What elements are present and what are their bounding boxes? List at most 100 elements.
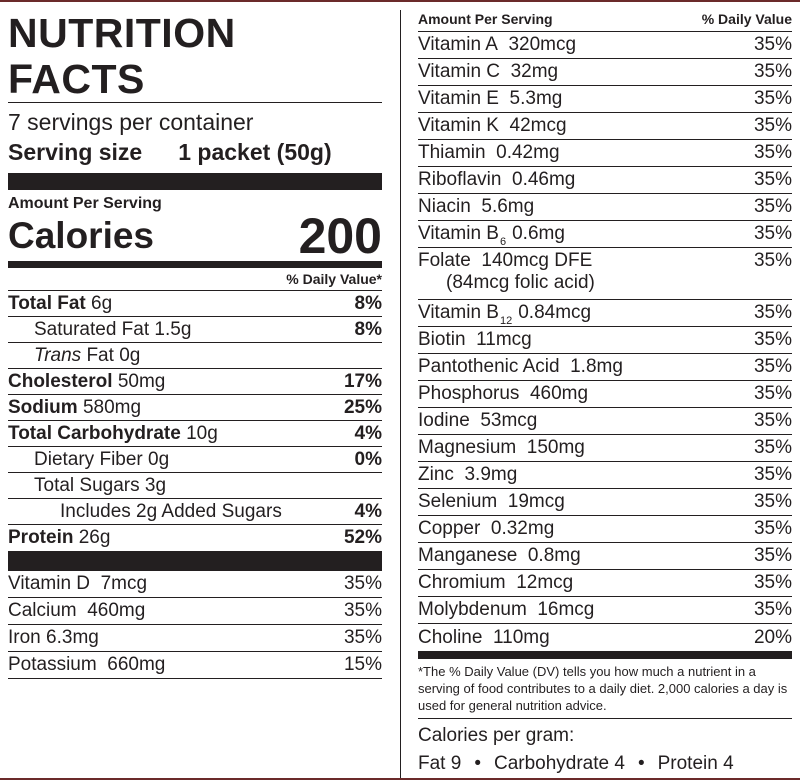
vitamin-amount: 11mcg — [476, 329, 532, 350]
vitamin-amount: 460mg — [529, 383, 589, 404]
nutrient-row: Total Fat 6g 8% — [8, 291, 382, 317]
vitamin-row: Vitamin A 320mcg 35% — [418, 32, 792, 59]
vitamin-dv: 35% — [753, 491, 792, 512]
vitamin-row: Iodine 53mcg 35% — [418, 408, 792, 435]
vitamin-name: Vitamin B — [418, 302, 499, 323]
vitamin-row: Phosphorus 460mg 35% — [418, 381, 792, 408]
vitamin-name: Folate — [418, 250, 471, 271]
vitamin-amount: 0.32mg — [490, 518, 555, 539]
vitamin-row: Vitamin B12 0.84mcg 35% — [418, 300, 792, 327]
nutrient-name: Sodium — [8, 396, 78, 418]
nutrient-amount: 6g — [91, 292, 113, 314]
vitamin-dv: 20% — [753, 626, 792, 648]
vitamin-row: Potassium 660mg 15% — [8, 652, 382, 679]
daily-value-footnote: *The % Daily Value (DV) tells you how mu… — [418, 664, 788, 713]
bullet-icon: • — [474, 753, 481, 774]
nutrient-row: Saturated Fat 1.5g 8% — [8, 317, 382, 343]
serving-size-label: Serving size — [8, 139, 143, 165]
nutrient-name: Dietary Fiber — [34, 448, 143, 470]
vitamin-amount: 19mcg — [507, 491, 565, 512]
vitamin-amount: 7mcg — [100, 573, 148, 594]
vitamin-amount: 3.9mg — [464, 464, 518, 485]
calories-rule — [8, 261, 382, 268]
vitamin-name: Riboflavin — [418, 169, 502, 190]
vitamin-amount: 32mg — [510, 61, 559, 82]
vitamin-name: Zinc — [418, 464, 454, 485]
nutrient-dv: 52% — [343, 527, 382, 548]
nutrient-row: Cholesterol 50mg 17% — [8, 369, 382, 395]
nutrient-amount: 10g — [186, 422, 218, 444]
nutrient-row: Sodium 580mg 25% — [8, 395, 382, 421]
vitamin-row: Vitamin B6 0.6mg 35% — [418, 221, 792, 248]
vitamin-row: Biotin 11mcg 35% — [418, 327, 792, 354]
top-border — [0, 0, 800, 2]
vitamin-name: Potassium — [8, 654, 97, 675]
nutrient-name: Includes 2g Added Sugars — [60, 500, 282, 522]
thick-rule-right — [418, 651, 792, 659]
vitamin-amount: 1.8mg — [570, 356, 623, 377]
vitamin-name: Selenium — [418, 491, 498, 512]
vitamin-dv: 35% — [753, 34, 792, 55]
vitamin-dv: 35% — [753, 437, 792, 458]
vitamin-name: Manganese — [418, 545, 518, 566]
vitamin-dv: 35% — [753, 545, 792, 566]
nutrient-amount: 0g — [119, 344, 141, 366]
cpg-fat: Fat 9 — [418, 753, 462, 774]
vitamin-dv: 35% — [753, 88, 792, 109]
vitamin-row: Pantothenic Acid 1.8mg 35% — [418, 354, 792, 381]
vitamin-amount: 12mcg — [516, 572, 574, 593]
vitamin-name: Vitamin D — [8, 573, 91, 594]
vitamin-amount: 140mcg DFE — [481, 250, 593, 271]
calories-value: 200 — [298, 208, 382, 264]
vitamin-dv: 35% — [753, 572, 792, 593]
vitamin-row: Vitamin C 32mg 35% — [418, 59, 792, 86]
nutrient-dv: 17% — [343, 370, 382, 392]
vitamin-amount-detail: (84mcg folic acid) — [446, 272, 595, 293]
vitamin-dv: 35% — [753, 115, 792, 136]
calories-per-gram-label: Calories per gram: — [418, 725, 575, 746]
dv-rule — [8, 290, 382, 291]
vitamin-name: Vitamin E — [418, 88, 499, 109]
vitamin-amount: 5.6mg — [481, 196, 535, 217]
vitamin-dv: 35% — [753, 599, 792, 620]
nutrient-amount: 26g — [78, 527, 111, 548]
nutrient-dv: 25% — [343, 396, 382, 418]
bullet-icon: • — [637, 753, 645, 774]
cpg-carbohydrate: Carbohydrate 4 — [493, 753, 625, 774]
calories-label: Calories — [8, 215, 155, 256]
vitamin-name: Vitamin K — [418, 115, 499, 136]
vitamin-dv: 35% — [753, 464, 792, 485]
nutrient-dv: 4% — [354, 422, 382, 444]
nutrient-row: Includes 2g Added Sugars 4% — [8, 499, 382, 525]
vitamin-row: Niacin 5.6mg 35% — [418, 194, 792, 221]
nutrient-name: Total Sugars — [34, 474, 140, 496]
vitamin-subscript: 12 — [499, 315, 513, 327]
vitamin-amount: 53mcg — [480, 410, 538, 431]
nutrient-dv: 8% — [354, 292, 382, 314]
nutrient-name: Total Fat — [8, 292, 86, 314]
vitamin-dv: 35% — [753, 518, 792, 539]
thick-rule-2 — [8, 551, 382, 571]
nutrient-row: Protein 26g 52% — [8, 525, 382, 551]
vitamin-amount: 0.6mg — [512, 223, 565, 244]
vitamin-amount: 0.46mg — [512, 169, 576, 190]
serving-size: Serving size 1 packet (50g) — [8, 137, 382, 173]
vitamin-name: Vitamin B — [418, 223, 499, 244]
footnote-rule — [418, 718, 792, 719]
vitamin-name: Magnesium — [418, 437, 517, 458]
vitamin-row: Thiamin 0.42mg 35% — [418, 140, 792, 167]
vitamin-name: Chromium — [418, 572, 506, 593]
vitamin-name: Calcium — [8, 600, 77, 621]
vitamin-name: Choline — [418, 626, 483, 648]
vitamin-dv: 35% — [753, 169, 792, 190]
vitamin-name: Phosphorus — [418, 383, 520, 404]
nutrient-dv: 0% — [354, 448, 382, 470]
nutrient-name: Protein — [8, 527, 74, 548]
nutrient-amount: 580mg — [82, 396, 142, 418]
vitamin-row: Vitamin D 7mcg 35% — [8, 571, 382, 598]
vitamin-dv: 35% — [753, 383, 792, 404]
nutrient-amount: 50mg — [117, 370, 166, 392]
vitamin-amount: 660mg — [107, 654, 166, 675]
servings-per-container: 7 servings per container — [8, 109, 254, 135]
vitamin-row: Selenium 19mcg 35% — [418, 489, 792, 516]
